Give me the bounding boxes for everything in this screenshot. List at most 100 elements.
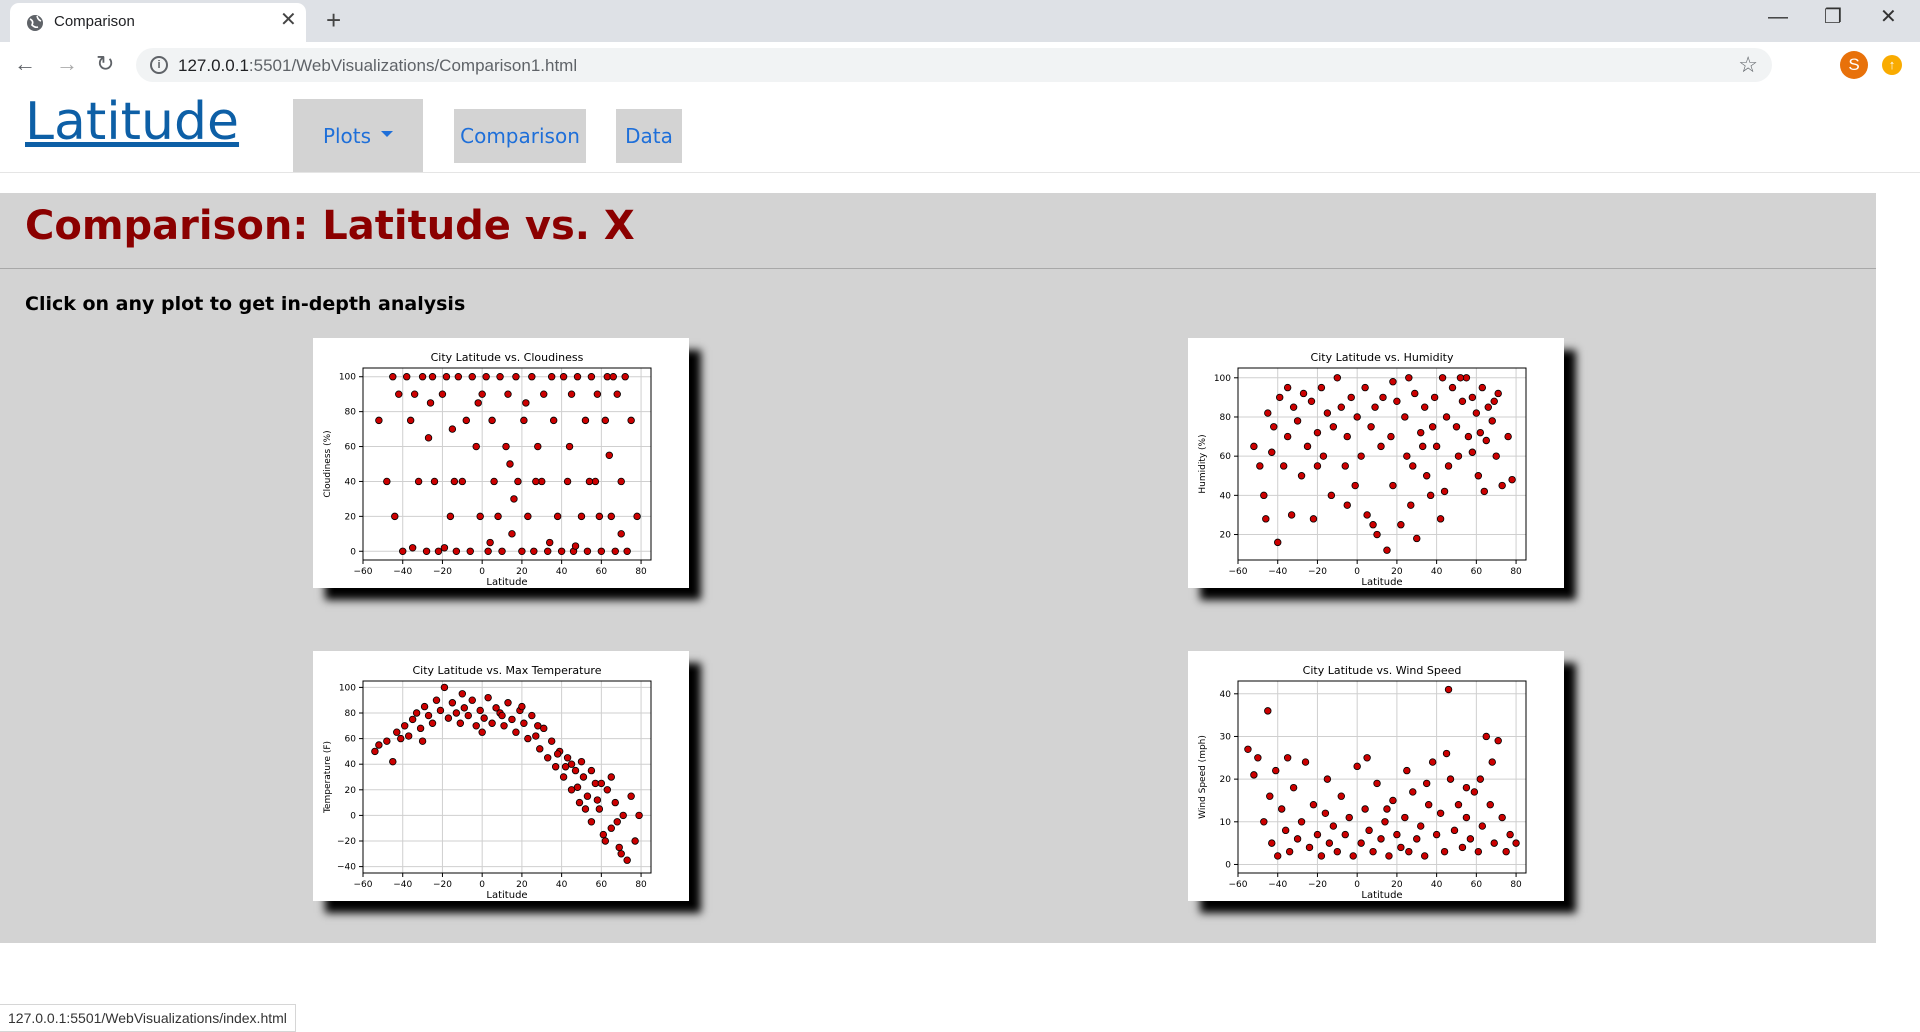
x-tick-label: −40 <box>393 567 412 577</box>
data-point <box>512 373 520 381</box>
data-point <box>524 512 532 521</box>
y-tick-label: 30 <box>1220 732 1232 742</box>
data-point <box>1309 801 1318 809</box>
data-point <box>1403 452 1411 460</box>
data-point <box>1409 788 1417 796</box>
plot-wind-speed[interactable]: City Latitude vs. Wind Speed −60 −40 −20 0 20… <box>1188 651 1564 901</box>
data-point <box>1325 839 1334 847</box>
data-point <box>426 399 435 407</box>
data-point <box>1353 762 1361 771</box>
x-tick-label: 40 <box>1431 880 1443 890</box>
data-point <box>440 683 449 692</box>
x-tick-label: 60 <box>596 880 608 890</box>
minimize-icon[interactable]: — <box>1768 6 1788 28</box>
data-point <box>567 390 576 398</box>
data-point <box>1250 442 1258 451</box>
data-point <box>1385 852 1393 860</box>
back-icon[interactable]: ← <box>14 51 36 76</box>
plot-frame <box>362 680 652 874</box>
data-point <box>1264 409 1272 417</box>
nav-data[interactable]: Data <box>616 109 682 163</box>
y-tick-label: 40 <box>1220 690 1232 700</box>
data-point <box>472 722 480 730</box>
browser-tab[interactable]: Comparison ✕ <box>10 3 306 42</box>
page-title: Comparison: Latitude vs. X <box>25 203 635 249</box>
y-tick-label: 60 <box>1220 452 1232 462</box>
data-point <box>448 699 457 707</box>
data-point <box>617 850 625 858</box>
forward-icon[interactable]: → <box>56 51 78 76</box>
data-point <box>601 416 610 425</box>
bookmark-star-icon[interactable]: ☆ <box>1738 52 1758 77</box>
y-axis-label: Humidity (%) <box>1198 434 1208 493</box>
data-point <box>448 425 457 433</box>
data-point <box>1413 534 1421 543</box>
data-point <box>476 512 484 521</box>
data-point <box>1494 389 1502 398</box>
data-point <box>1421 403 1429 411</box>
address-bar[interactable]: i 127.0.0.1:5501/WebVisualizations/Compa… <box>136 48 1772 82</box>
info-icon[interactable]: i <box>150 56 168 74</box>
data-point <box>1393 397 1401 406</box>
data-point <box>577 757 586 766</box>
data-point <box>418 737 427 745</box>
data-point <box>1442 413 1451 421</box>
plot-max-temperature[interactable]: City Latitude vs. Max Temperature −60 −40 −… <box>313 651 689 901</box>
extension-icon[interactable]: ↑ <box>1882 55 1902 75</box>
data-point <box>1260 491 1268 500</box>
data-point <box>1297 472 1306 480</box>
profile-avatar[interactable]: S <box>1840 51 1868 79</box>
data-point <box>395 390 403 398</box>
data-point <box>1488 758 1496 766</box>
data-point <box>563 477 572 486</box>
window-close-icon[interactable]: ✕ <box>1880 6 1897 28</box>
data-point <box>1480 487 1488 496</box>
data-point <box>1349 852 1357 860</box>
data-point <box>1389 378 1397 386</box>
x-tick-label: 0 <box>479 567 485 577</box>
y-tick-label: −20 <box>337 837 356 847</box>
y-tick-label: 20 <box>345 512 357 522</box>
data-point <box>1389 796 1397 805</box>
data-point <box>595 805 604 813</box>
x-tick-label: 20 <box>516 567 528 577</box>
x-axis-label: Latitude <box>1361 890 1402 901</box>
x-tick-label: 0 <box>1354 567 1360 577</box>
reload-icon[interactable]: ↻ <box>96 51 115 76</box>
data-point <box>476 706 484 715</box>
data-point <box>613 390 621 398</box>
x-axis-label: Latitude <box>1361 577 1402 588</box>
chart-cloudiness: City Latitude vs. Cloudiness −60 −40 −20 0 20… <box>323 351 652 588</box>
data-point <box>1351 481 1359 490</box>
data-point <box>559 373 568 381</box>
data-point <box>1254 754 1262 762</box>
y-tick-label: 10 <box>1220 818 1232 828</box>
x-tick-label: −60 <box>354 567 373 577</box>
data-point <box>611 547 619 555</box>
data-point <box>1313 428 1322 437</box>
data-point <box>1377 835 1385 843</box>
data-point <box>402 373 411 381</box>
data-point <box>1369 521 1377 529</box>
data-point <box>1299 389 1308 398</box>
data-point <box>607 512 615 521</box>
data-point <box>1452 423 1461 431</box>
data-point <box>1381 818 1389 826</box>
data-point <box>1417 428 1425 437</box>
nav-comparison[interactable]: Comparison <box>454 109 586 163</box>
data-point <box>460 704 468 712</box>
close-icon[interactable]: ✕ <box>280 9 297 31</box>
brand-link[interactable]: Latitude <box>25 92 240 152</box>
restore-icon[interactable]: ❐ <box>1824 6 1842 28</box>
data-point <box>1244 745 1252 753</box>
data-point <box>446 512 455 521</box>
data-point <box>532 477 540 486</box>
data-point <box>1444 462 1453 470</box>
url-text[interactable]: 127.0.0.1:5501/WebVisualizations/Compari… <box>178 56 578 75</box>
plot-cloudiness[interactable]: City Latitude vs. Cloudiness −60 −40 −20 0 20… <box>313 338 689 588</box>
data-point <box>428 373 437 381</box>
plots-dropdown[interactable]: Plots <box>293 99 423 172</box>
data-point <box>1383 805 1391 813</box>
plot-humidity[interactable]: City Latitude vs. Humidity −60 −40 −20 0 20 40… <box>1188 338 1564 588</box>
new-tab-icon[interactable]: + <box>326 5 342 35</box>
